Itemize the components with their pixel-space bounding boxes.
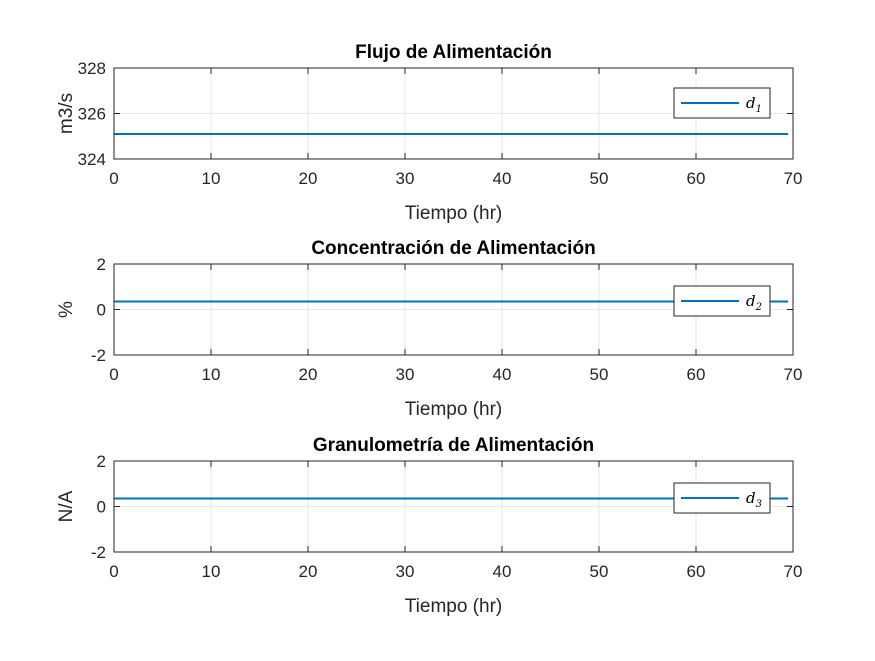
x-tick-label: 60 [687,562,706,581]
x-tick-label: 70 [784,562,803,581]
x-tick-label: 0 [109,169,118,188]
x-tick-label: 70 [784,169,803,188]
x-tick-label: 20 [299,169,318,188]
y-axis-label: % [56,301,77,318]
y-tick-label: -2 [91,346,106,365]
legend-symbol: d [746,489,756,507]
x-tick-label: 30 [396,169,415,188]
x-tick-label: 40 [493,365,512,384]
legend: d1 [673,87,771,119]
x-axis-label: Tiempo (hr) [405,203,502,224]
y-tick-label: 0 [97,301,106,320]
x-tick-label: 20 [299,562,318,581]
x-tick-label: 10 [202,365,221,384]
y-axis-label: m3/s [56,93,77,134]
y-tick-label: -2 [91,543,106,562]
chart-title: Flujo de Alimentación [355,42,552,63]
legend: d2 [673,285,771,317]
y-tick-label: 0 [97,498,106,517]
x-tick-label: 10 [202,169,221,188]
chart-title: Granulometría de Alimentación [313,435,594,456]
legend-subscript: 3 [756,499,762,510]
x-tick-label: 30 [396,365,415,384]
x-tick-label: 40 [493,562,512,581]
legend-symbol: d [746,94,756,112]
legend: d3 [673,482,771,514]
legend-label: d3 [746,489,762,510]
y-axis-label: N/A [56,490,77,522]
y-tick-label: 328 [78,59,106,78]
legend-symbol: d [746,292,756,310]
x-axis-label: Tiempo (hr) [405,596,502,617]
x-tick-label: 10 [202,562,221,581]
x-tick-label: 60 [687,169,706,188]
y-tick-label: 2 [97,452,106,471]
x-tick-label: 70 [784,365,803,384]
x-tick-label: 60 [687,365,706,384]
x-tick-label: 50 [590,365,609,384]
x-tick-label: 40 [493,169,512,188]
y-tick-label: 326 [78,105,106,124]
legend-label: d1 [746,94,762,115]
legend-subscript: 1 [756,104,762,115]
x-tick-label: 50 [590,562,609,581]
subplot-1: 0 10 20 30 40 50 60 70 324 326 328 Flujo de Aliment… [56,42,802,224]
y-tick-label: 324 [78,150,106,169]
x-tick-label: 0 [109,562,118,581]
y-tick-label: 2 [97,255,106,274]
x-tick-label: 20 [299,365,318,384]
x-tick-label: 30 [396,562,415,581]
x-tick-label: 0 [109,365,118,384]
x-axis-label: Tiempo (hr) [405,399,502,420]
legend-label: d2 [746,292,762,313]
chart-title: Concentración de Alimentación [311,238,595,259]
legend-subscript: 2 [755,302,762,313]
x-tick-label: 50 [590,169,609,188]
